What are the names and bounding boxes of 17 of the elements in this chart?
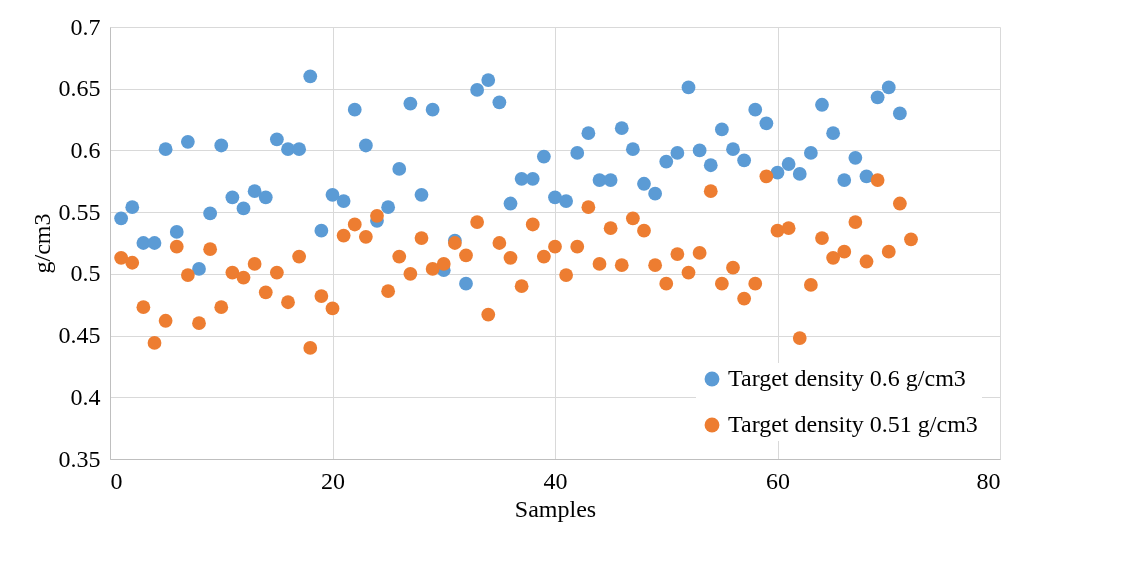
x-tick-label: 0: [110, 467, 123, 494]
y-tick-label: 0.45: [58, 322, 101, 349]
x-axis-title: Samples: [514, 495, 597, 522]
y-axis-title: g/cm3: [28, 213, 55, 274]
x-tick-label: 60: [766, 467, 790, 494]
x-tick-label: 80: [976, 467, 1001, 494]
x-tick-label: 20: [321, 467, 345, 494]
x-tick-label: 40: [543, 467, 568, 494]
y-tick-label: 0.65: [58, 75, 101, 102]
y-tick-label: 0.35: [58, 445, 101, 472]
y-tick-label: 0.55: [58, 198, 101, 225]
legend-label: Target density 0.6 g/cm3: [728, 365, 966, 391]
y-tick-label: 0.7: [70, 13, 101, 40]
y-tick-label: 0.6: [70, 136, 101, 163]
legend-label: Target density 0.51 g/cm3: [728, 411, 978, 437]
y-tick-label: 0.4: [70, 383, 101, 410]
y-tick-label: 0.5: [70, 260, 101, 287]
